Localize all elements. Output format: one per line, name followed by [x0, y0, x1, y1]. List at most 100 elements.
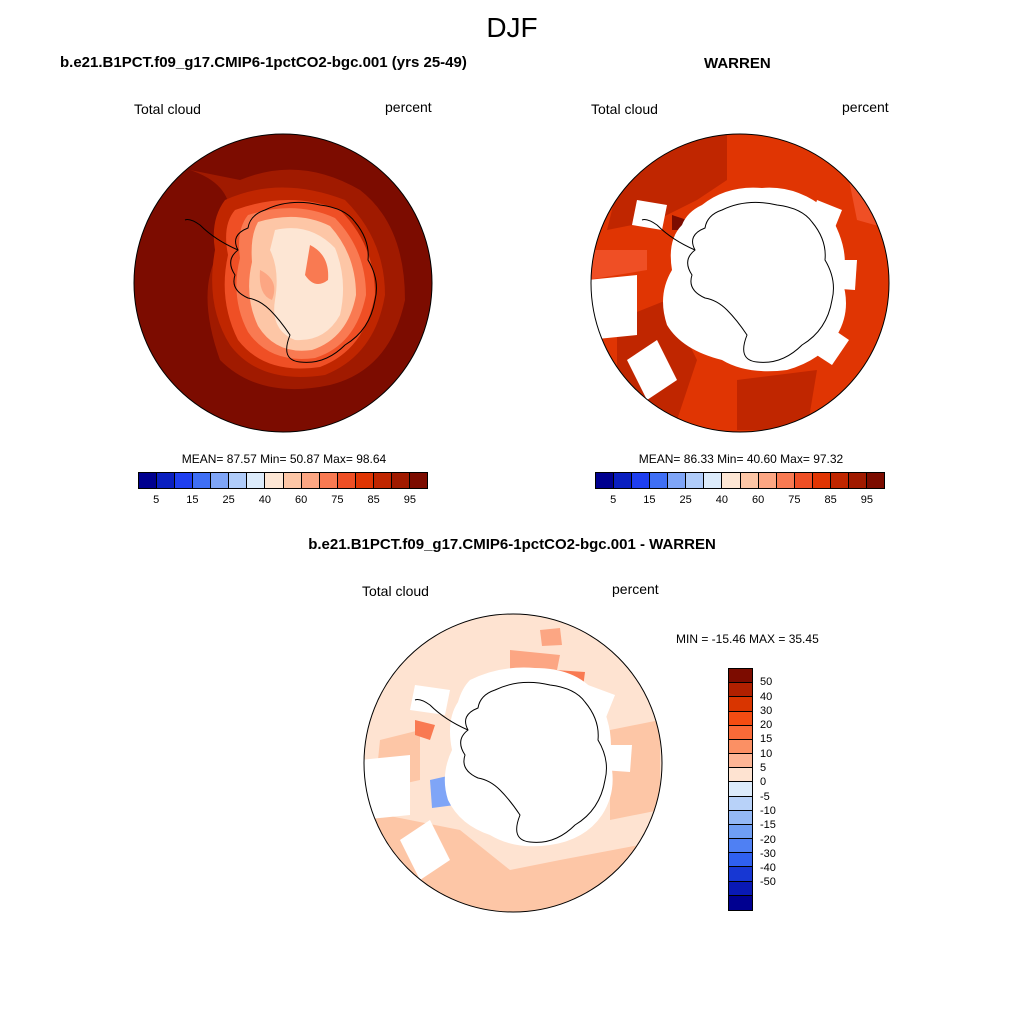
colorbar-swatch [729, 824, 752, 840]
panel-model-title: b.e21.B1PCT.f09_g17.CMIP6-1pctCO2-bgc.00… [60, 54, 467, 71]
colorbar-swatch [283, 473, 302, 488]
colorbar-swatch [729, 867, 752, 882]
obs-cloud-field [591, 134, 889, 432]
antarctica-coastline [641, 201, 834, 363]
colorbar-tick-label: 5 [610, 494, 617, 506]
colorbar-tick-label: 40 [715, 494, 728, 506]
colorbar-tick-label: 60 [295, 494, 308, 506]
colorbar-swatch [175, 473, 194, 488]
colorbar-tick-label: -15 [760, 819, 776, 832]
colorbar-swatch [139, 473, 158, 488]
colorbar-swatch [729, 810, 752, 825]
colorbar-tick-label: -20 [760, 833, 776, 846]
colorbar-tick-label: 40 [258, 494, 271, 506]
colorbar-swatch [729, 697, 752, 712]
panel-model-variable: Total cloud [134, 101, 201, 117]
colorbar-tick-label: 75 [788, 494, 801, 506]
colorbar-swatch [830, 473, 849, 488]
colorbar-tick-label: 15 [643, 494, 656, 506]
colorbar-swatch [265, 473, 284, 488]
colorbar-swatch [668, 473, 687, 488]
colorbar-diff [728, 668, 753, 911]
map-model-border [133, 133, 433, 433]
colorbar-swatch [729, 881, 752, 896]
antarctica-coastline [184, 201, 377, 363]
map-model [133, 133, 433, 433]
colorbar-obs-ticks: 5 15 25 40 60 75 85 95 [595, 494, 885, 508]
panel-obs-units: percent [842, 99, 889, 115]
colorbar-tick-label: 50 [760, 676, 773, 689]
colorbar-swatch [686, 473, 705, 488]
colorbar-tick-label: 10 [760, 747, 773, 760]
panel-diff-stats: MIN = -15.46 MAX = 35.45 [676, 632, 819, 646]
colorbar-swatch [373, 473, 392, 488]
colorbar-swatch [729, 895, 752, 910]
colorbar-obs [595, 472, 885, 489]
colorbar-swatch [596, 473, 615, 488]
colorbar-swatch [729, 725, 752, 740]
colorbar-swatch [794, 473, 813, 488]
colorbar-swatch [337, 473, 356, 488]
colorbar-swatch [729, 754, 752, 769]
colorbar-tick-label: 85 [367, 494, 380, 506]
panel-diff-title: b.e21.B1PCT.f09_g17.CMIP6-1pctCO2-bgc.00… [308, 536, 716, 553]
colorbar-swatch [729, 853, 752, 868]
colorbar-swatch [650, 473, 669, 488]
colorbar-swatch [632, 473, 651, 488]
antarctica-coastline [414, 681, 607, 843]
colorbar-swatch [409, 473, 427, 488]
colorbar-swatch [247, 473, 266, 488]
colorbar-swatch [391, 473, 410, 488]
colorbar-swatch [758, 473, 777, 488]
colorbar-swatch [193, 473, 212, 488]
colorbar-swatch [729, 782, 752, 797]
colorbar-tick-label: 25 [679, 494, 692, 506]
colorbar-tick-label: 60 [752, 494, 765, 506]
colorbar-diff-ticks: 50 40 30 20 15 10 5 0 -5 -10 -15 -20 -30 -40 -50 [760, 668, 800, 911]
colorbar-swatch [729, 711, 752, 726]
colorbar-swatch [211, 473, 230, 488]
colorbar-swatch [812, 473, 831, 488]
colorbar-swatch [729, 683, 752, 698]
colorbar-tick-label: -50 [760, 876, 776, 889]
colorbar-tick-label: 30 [760, 704, 773, 717]
colorbar-tick-label: 40 [760, 690, 773, 703]
colorbar-swatch [301, 473, 320, 488]
season-title: DJF [486, 12, 538, 43]
colorbar-tick-label: 5 [153, 494, 160, 506]
colorbar-tick-label: -30 [760, 847, 776, 860]
panel-diff-units: percent [612, 581, 659, 597]
colorbar-tick-label: 0 [760, 776, 767, 789]
colorbar-swatch [614, 473, 633, 488]
colorbar-swatch [729, 768, 752, 783]
colorbar-tick-label: 25 [222, 494, 235, 506]
colorbar-tick-label: -5 [760, 790, 770, 803]
colorbar-tick-label: 15 [186, 494, 199, 506]
colorbar-swatch [866, 473, 884, 488]
colorbar-tick-label: 85 [824, 494, 837, 506]
colorbar-tick-label: 15 [760, 733, 773, 746]
colorbar-swatch [157, 473, 176, 488]
colorbar-tick-label: -10 [760, 804, 776, 817]
colorbar-tick-label: 75 [331, 494, 344, 506]
colorbar-model-ticks: 5 15 25 40 60 75 85 95 [138, 494, 428, 508]
map-obs-border [590, 133, 890, 433]
colorbar-swatch [704, 473, 723, 488]
colorbar-swatch [722, 473, 741, 488]
colorbar-swatch [848, 473, 867, 488]
colorbar-swatch [776, 473, 795, 488]
panel-obs-title: WARREN [704, 55, 771, 72]
map-obs [590, 133, 890, 433]
panel-obs-variable: Total cloud [591, 101, 658, 117]
colorbar-tick-label: 95 [403, 494, 416, 506]
colorbar-swatch [729, 669, 752, 684]
colorbar-tick-label: 5 [760, 762, 767, 775]
colorbar-tick-label: -40 [760, 862, 776, 875]
model-cloud-field [134, 134, 432, 432]
map-diff-border [363, 613, 663, 913]
panel-model-stats: MEAN= 87.57 Min= 50.87 Max= 98.64 [181, 452, 387, 466]
colorbar-swatch [229, 473, 248, 488]
panel-model-units: percent [385, 99, 432, 115]
panel-obs-stats: MEAN= 86.33 Min= 40.60 Max= 97.32 [638, 452, 844, 466]
colorbar-swatch [729, 839, 752, 854]
